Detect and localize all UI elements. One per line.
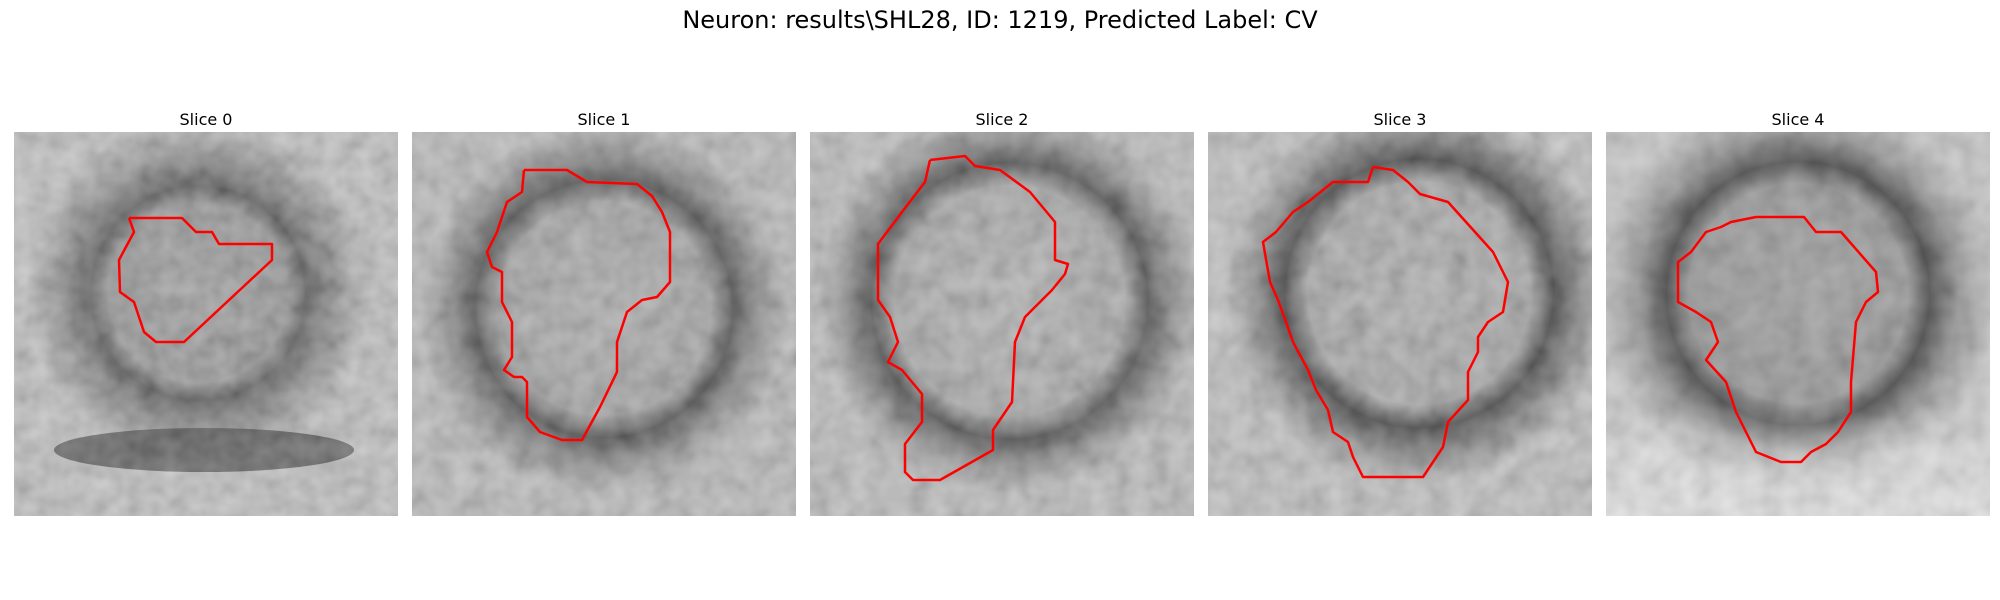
slice-panel-0: Slice 0	[14, 108, 398, 516]
slice-image	[14, 132, 398, 516]
figure-title: Neuron: results\SHL28, ID: 1219, Predict…	[682, 6, 1318, 34]
slice-title: Slice 3	[1373, 110, 1427, 129]
slice-panel-4: Slice 4	[1606, 108, 1990, 516]
slice-image	[412, 132, 796, 516]
segmentation-contour	[117, 216, 274, 344]
slice-panel-1: Slice 1	[412, 108, 796, 516]
slice-image	[1606, 132, 1990, 516]
slice-panel-3: Slice 3	[1208, 108, 1592, 516]
segmentation-contour	[485, 168, 672, 442]
slice-image	[810, 132, 1194, 516]
segmentation-contour	[1676, 215, 1880, 464]
slice-title: Slice 4	[1771, 110, 1825, 129]
slice-title: Slice 0	[179, 110, 233, 129]
slice-image	[1208, 132, 1592, 516]
slice-title: Slice 1	[577, 110, 631, 129]
segmentation-contour	[876, 154, 1070, 482]
slice-title: Slice 2	[975, 110, 1029, 129]
slice-panel-2: Slice 2	[810, 108, 1194, 516]
segmentation-contour	[1261, 165, 1510, 479]
